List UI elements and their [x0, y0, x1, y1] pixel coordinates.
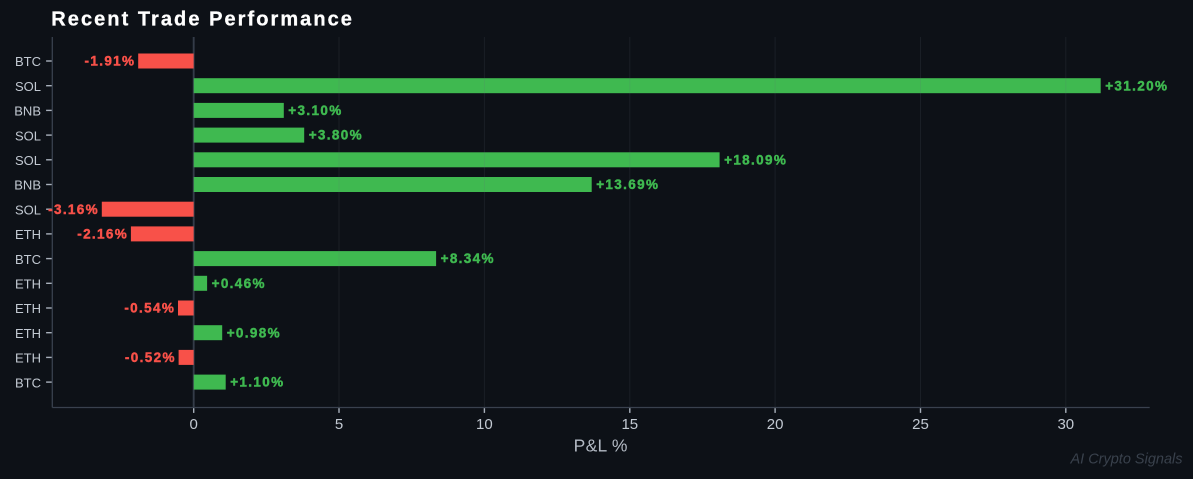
svg-text:SOL: SOL	[15, 202, 41, 217]
svg-text:BTC: BTC	[15, 375, 41, 390]
svg-text:-2.16%: -2.16%	[77, 227, 128, 242]
svg-text:10: 10	[476, 416, 493, 433]
svg-text:30: 30	[1057, 416, 1074, 433]
svg-text:Recent Trade Performance: Recent Trade Performance	[51, 9, 354, 31]
svg-text:BNB: BNB	[14, 178, 41, 193]
svg-text:+1.10%: +1.10%	[230, 375, 284, 390]
svg-text:5: 5	[335, 416, 343, 433]
svg-text:ETH: ETH	[15, 227, 41, 242]
svg-text:ETH: ETH	[15, 277, 41, 292]
svg-text:25: 25	[912, 416, 929, 433]
svg-text:+3.80%: +3.80%	[309, 128, 363, 143]
svg-text:BTC: BTC	[15, 252, 41, 267]
svg-text:+13.69%: +13.69%	[596, 177, 659, 192]
svg-text:-0.52%: -0.52%	[125, 350, 176, 365]
svg-text:+31.20%: +31.20%	[1105, 78, 1168, 93]
svg-text:SOL: SOL	[15, 79, 41, 94]
svg-text:BNB: BNB	[14, 104, 41, 119]
svg-text:+0.46%: +0.46%	[212, 276, 266, 291]
svg-text:0: 0	[190, 416, 198, 433]
svg-text:AI Crypto Signals: AI Crypto Signals	[1069, 452, 1182, 468]
svg-text:-3.16%: -3.16%	[48, 202, 99, 217]
svg-text:15: 15	[621, 416, 638, 433]
svg-text:SOL: SOL	[15, 128, 41, 143]
svg-text:+8.34%: +8.34%	[441, 251, 495, 266]
svg-text:+3.10%: +3.10%	[288, 103, 342, 118]
svg-text:BTC: BTC	[15, 54, 41, 69]
svg-text:-0.54%: -0.54%	[124, 301, 175, 316]
svg-text:ETH: ETH	[15, 301, 41, 316]
svg-text:SOL: SOL	[15, 153, 41, 168]
svg-text:+18.09%: +18.09%	[724, 152, 787, 167]
svg-text:ETH: ETH	[15, 326, 41, 341]
svg-text:20: 20	[767, 416, 784, 433]
svg-text:-1.91%: -1.91%	[85, 54, 136, 69]
svg-text:+0.98%: +0.98%	[227, 325, 281, 340]
svg-text:ETH: ETH	[15, 351, 41, 366]
svg-text:P&L %: P&L %	[574, 436, 628, 456]
